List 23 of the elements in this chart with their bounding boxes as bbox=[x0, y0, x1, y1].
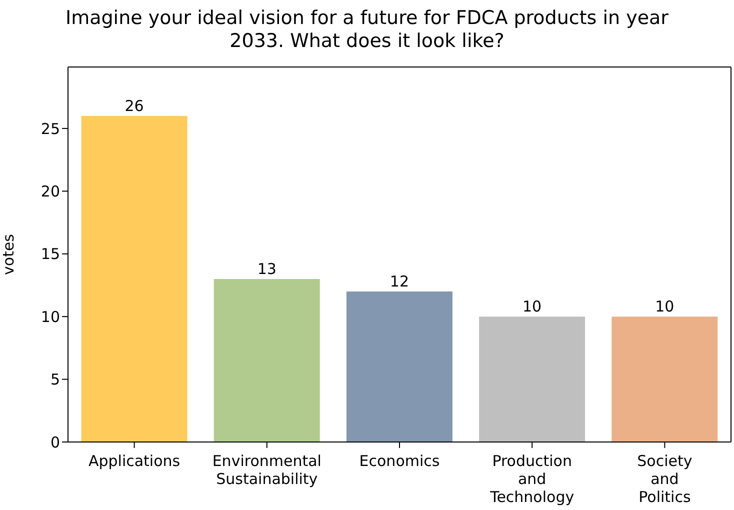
bar bbox=[612, 316, 718, 442]
y-tick-label: 10 bbox=[40, 308, 60, 326]
x-tick-label: Society and Politics bbox=[637, 452, 692, 506]
bar bbox=[81, 116, 188, 442]
bar bbox=[479, 316, 586, 442]
data-label: 12 bbox=[390, 272, 410, 290]
bar bbox=[214, 278, 320, 442]
y-tick-label: 5 bbox=[50, 370, 60, 389]
data-label: 10 bbox=[522, 298, 542, 316]
x-tick-label: Economics bbox=[359, 452, 440, 470]
x-tick-label: Applications bbox=[88, 452, 180, 470]
bar bbox=[346, 292, 452, 442]
chart-title: Imagine your ideal vision for a future for FDCA products in year 2033. What does it look like? bbox=[64, 7, 670, 53]
x-tick-label: Environmental Sustainability bbox=[212, 452, 322, 488]
data-label: 10 bbox=[655, 298, 674, 316]
y-tick-label: 0 bbox=[50, 433, 60, 452]
x-tick-label: Production and Technology bbox=[489, 452, 574, 506]
y-tick-label: 25 bbox=[40, 120, 60, 138]
y-tick-label: 15 bbox=[40, 245, 60, 264]
y-axis-title: votes bbox=[0, 234, 18, 275]
data-label: 13 bbox=[257, 260, 276, 278]
data-label: 26 bbox=[124, 96, 144, 115]
y-tick-label: 20 bbox=[40, 182, 60, 200]
